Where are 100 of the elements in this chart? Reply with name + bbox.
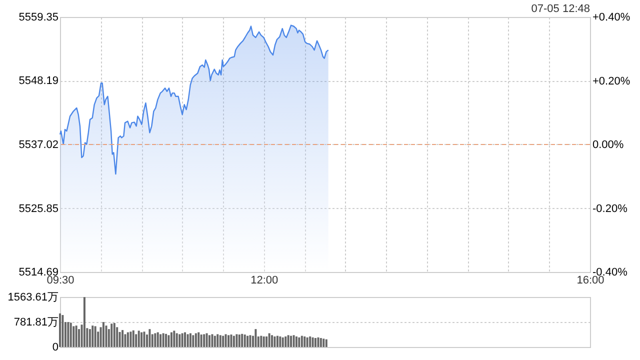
bar	[211, 334, 214, 347]
bar	[154, 333, 156, 347]
bar	[156, 332, 159, 347]
bar	[325, 339, 328, 347]
bar	[236, 334, 238, 347]
bar	[282, 337, 284, 347]
bar	[67, 322, 70, 347]
y2-tick-label: +0.20%	[592, 75, 630, 88]
bar	[224, 334, 227, 347]
bar	[317, 337, 320, 347]
bar	[198, 332, 200, 347]
bar	[274, 336, 276, 347]
bar	[178, 334, 181, 347]
bar	[70, 322, 72, 347]
bar	[279, 336, 282, 347]
bar	[203, 334, 206, 347]
bar	[295, 336, 298, 347]
bar	[219, 335, 222, 347]
bar	[249, 335, 252, 347]
bar	[260, 336, 262, 347]
bar	[314, 338, 316, 347]
bar	[194, 333, 197, 347]
bar	[75, 326, 78, 347]
bar	[232, 336, 235, 347]
y-tick-label: 5559.35	[18, 12, 58, 24]
bar	[309, 336, 312, 347]
bar	[160, 334, 162, 347]
bar	[266, 336, 268, 347]
bar	[216, 334, 219, 347]
bar	[62, 315, 64, 347]
bar	[130, 332, 132, 347]
x-tick-label: 09:30	[46, 274, 74, 286]
bar	[206, 333, 208, 347]
bar	[287, 335, 290, 347]
bar	[122, 330, 124, 347]
bar	[113, 323, 116, 347]
text: 07-05 12:48	[531, 3, 590, 15]
y-tick-label: 5548.19	[18, 75, 58, 88]
bar	[124, 334, 126, 347]
bar	[241, 334, 244, 347]
y-tick-label: 0	[52, 342, 58, 354]
bar	[88, 329, 91, 347]
bar	[186, 334, 189, 347]
bar	[148, 329, 151, 347]
x-tick-label: 12:00	[250, 274, 278, 286]
bar	[208, 335, 210, 347]
bar	[59, 313, 61, 347]
bar	[228, 335, 230, 347]
bar	[72, 326, 75, 347]
bar	[170, 332, 172, 347]
bar	[92, 326, 94, 347]
bar	[102, 322, 104, 347]
bar	[284, 336, 287, 347]
bar	[181, 333, 184, 347]
bar	[230, 334, 232, 347]
bar	[268, 333, 270, 347]
bar	[162, 333, 164, 347]
bar	[94, 326, 96, 347]
y-tick-label: 1563.61万	[8, 292, 58, 304]
bar	[105, 326, 108, 347]
bar	[322, 338, 325, 347]
y2-tick-label: -0.20%	[592, 202, 628, 215]
bar	[168, 335, 170, 347]
bar	[271, 335, 273, 347]
bar	[262, 336, 265, 347]
bar	[222, 336, 224, 347]
bar	[254, 329, 257, 347]
bar	[110, 324, 113, 347]
y2-tick-label: 0.00%	[592, 139, 624, 151]
bar	[173, 330, 176, 347]
bar	[244, 334, 246, 347]
bar	[83, 297, 86, 347]
bar	[300, 336, 303, 347]
bar	[276, 336, 278, 347]
bar	[246, 336, 249, 347]
bar	[298, 337, 300, 347]
bar	[189, 333, 192, 347]
bar	[312, 337, 314, 347]
bar	[192, 335, 194, 347]
bar	[135, 334, 138, 347]
bar	[238, 334, 240, 347]
bar	[292, 335, 295, 347]
bar	[184, 332, 186, 347]
bar	[176, 333, 178, 347]
bar	[200, 334, 202, 347]
x-tick-label: 16:00	[576, 274, 604, 286]
y-tick-label: 781.81万	[14, 316, 58, 328]
bar	[290, 336, 292, 347]
bar	[132, 330, 134, 347]
bar	[304, 336, 306, 347]
bar	[165, 334, 167, 347]
y-tick-label: 5537.02	[18, 139, 58, 151]
bar	[140, 332, 143, 347]
bar	[138, 330, 140, 347]
bar	[116, 327, 118, 347]
y2-tick-label: +0.40%	[592, 12, 630, 24]
bar	[320, 338, 322, 347]
bar	[214, 336, 216, 347]
y-tick-label: 5525.85	[18, 202, 58, 215]
bar	[306, 337, 308, 347]
